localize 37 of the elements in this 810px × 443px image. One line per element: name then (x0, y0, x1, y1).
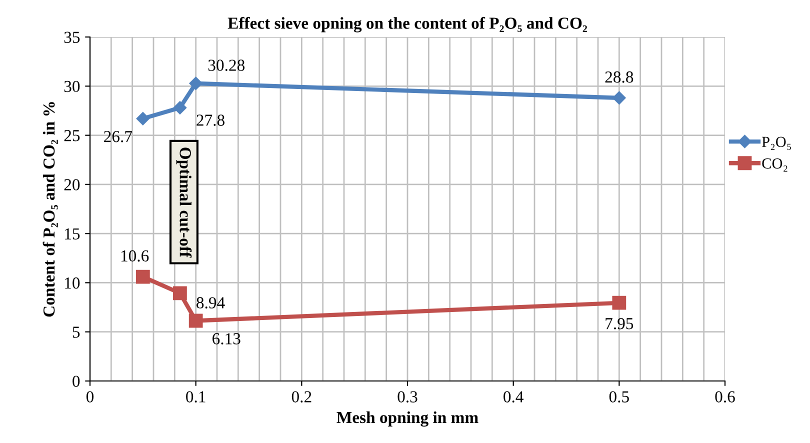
data-label: 30.28 (208, 60, 245, 71)
point (188, 314, 203, 328)
y-tick-label: 0 (72, 376, 80, 387)
y-tick-label: 10 (65, 277, 80, 289)
y-tick-label: 25 (64, 130, 80, 142)
legend-label: CO₂ (762, 158, 788, 172)
x-tick-label: 0.1 (186, 391, 206, 403)
x-tick-label: 0.6 (715, 391, 735, 403)
y-tick-label: 35 (64, 32, 80, 43)
y-tick-label: 5 (72, 326, 80, 338)
data-label: 8.94 (196, 297, 225, 308)
y-tick-label: 30 (64, 80, 80, 92)
data-label: 10.6 (121, 250, 149, 262)
y-axis-title: Content of P₂O₅ and CO₂ in % (42, 102, 58, 317)
x-tick-label: 0.5 (609, 391, 629, 403)
point (173, 101, 187, 114)
annotation: Optimal cut-off (176, 148, 192, 258)
point (612, 296, 626, 310)
x-tick-label: 0.4 (504, 391, 524, 403)
point (612, 91, 626, 105)
data-label: 27.8 (196, 114, 224, 126)
point (189, 76, 202, 90)
legend-label: P₂O₅ (762, 136, 791, 150)
chart-title: Effect sieve opning on the content of P₂O₅ and CO₂ (228, 16, 588, 32)
data-label: 6.13 (212, 333, 240, 344)
x-tick-label: 0.3 (398, 391, 418, 403)
x-axis-title: Mesh opning in mm (336, 411, 478, 427)
data-label: 28.8 (605, 71, 634, 83)
point (136, 112, 150, 126)
point (136, 270, 150, 284)
point (173, 286, 187, 300)
x-tick-label: 0.2 (292, 391, 312, 403)
y-tick-label: 20 (64, 179, 80, 190)
x-tick-label: 0 (86, 391, 94, 402)
data-label: 7.95 (606, 318, 634, 330)
data-label: 26.7 (104, 130, 132, 142)
y-tick-label: 15 (65, 228, 80, 240)
